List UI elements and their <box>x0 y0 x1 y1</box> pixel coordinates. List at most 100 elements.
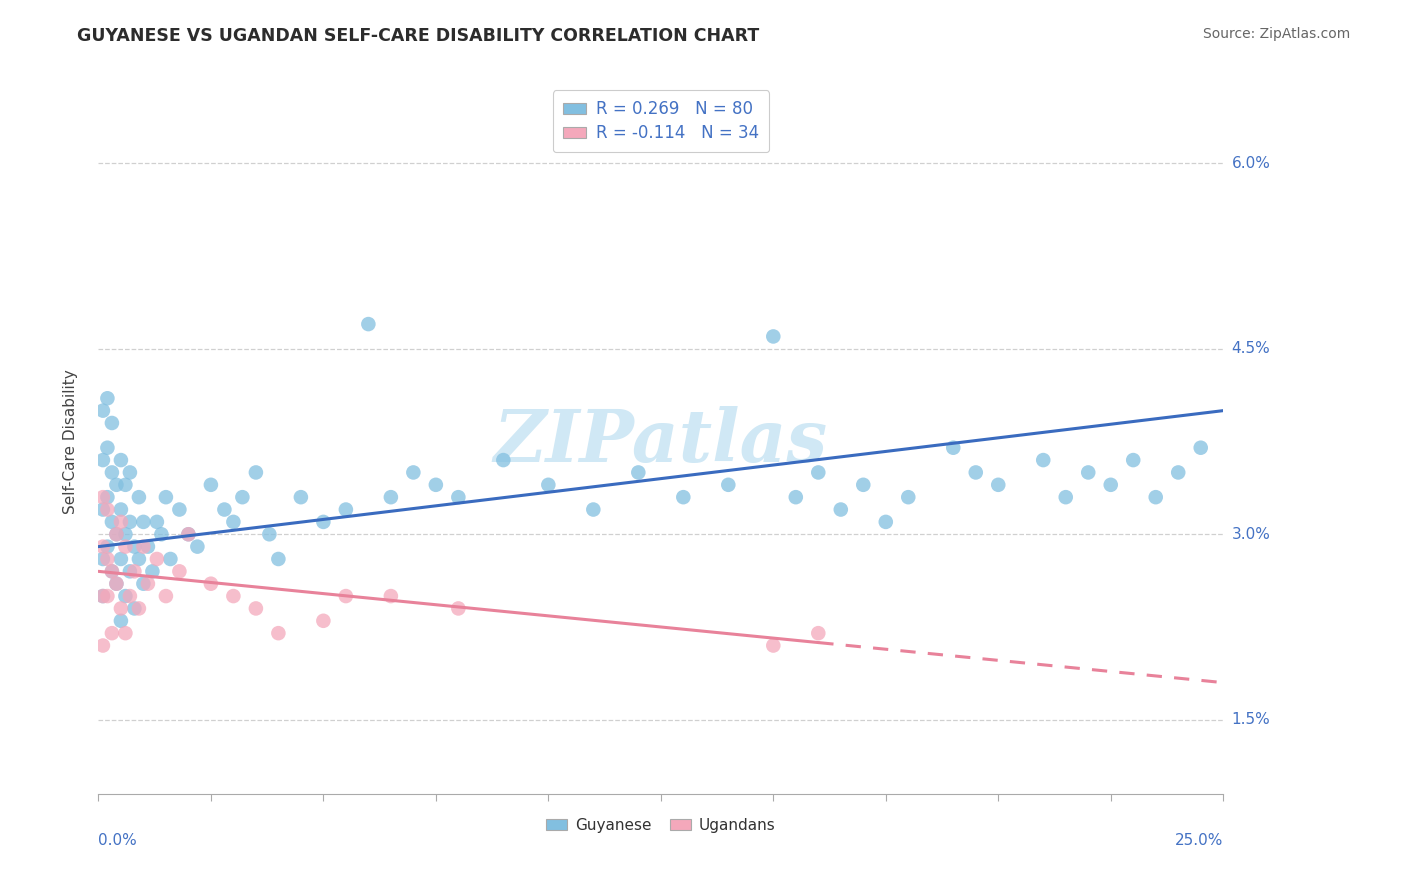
Point <box>807 626 830 640</box>
Point <box>91 639 114 653</box>
Point <box>128 552 150 566</box>
Point <box>380 490 402 504</box>
Text: GUYANESE VS UGANDAN SELF-CARE DISABILITY CORRELATION CHART: GUYANESE VS UGANDAN SELF-CARE DISABILITY… <box>77 27 759 45</box>
Point <box>537 478 560 492</box>
Point <box>101 515 124 529</box>
Point <box>114 478 136 492</box>
Text: 25.0%: 25.0% <box>1175 833 1223 847</box>
Point <box>200 478 222 492</box>
Point <box>96 552 118 566</box>
Point <box>762 329 785 343</box>
Point <box>91 403 114 417</box>
Point <box>155 589 177 603</box>
Point <box>1099 478 1122 492</box>
Point <box>1144 490 1167 504</box>
Point <box>118 515 141 529</box>
Point <box>110 502 132 516</box>
Point <box>105 527 128 541</box>
Point <box>124 540 146 554</box>
Point <box>110 552 132 566</box>
Point <box>91 490 114 504</box>
Point <box>267 552 290 566</box>
Point <box>105 576 128 591</box>
Point <box>91 589 114 603</box>
Point <box>447 490 470 504</box>
Point <box>114 626 136 640</box>
Text: 1.5%: 1.5% <box>1232 712 1270 727</box>
Point <box>852 478 875 492</box>
Point <box>1167 466 1189 480</box>
Text: 3.0%: 3.0% <box>1232 527 1271 541</box>
Point <box>91 589 114 603</box>
Point <box>1032 453 1054 467</box>
Point <box>96 502 118 516</box>
Text: 4.5%: 4.5% <box>1232 342 1270 356</box>
Point <box>110 453 132 467</box>
Point <box>96 391 118 405</box>
Point <box>1189 441 1212 455</box>
Point <box>132 576 155 591</box>
Point <box>380 589 402 603</box>
Legend: Guyanese, Ugandans: Guyanese, Ugandans <box>540 812 782 839</box>
Point <box>965 466 987 480</box>
Point <box>987 478 1010 492</box>
Point <box>124 565 146 579</box>
Text: Source: ZipAtlas.com: Source: ZipAtlas.com <box>1202 27 1350 41</box>
Point <box>807 466 830 480</box>
Point <box>132 540 155 554</box>
Point <box>118 565 141 579</box>
Point <box>335 589 357 603</box>
Point <box>101 466 124 480</box>
Point <box>222 589 245 603</box>
Point <box>146 552 169 566</box>
Point <box>942 441 965 455</box>
Point <box>150 527 173 541</box>
Point <box>245 466 267 480</box>
Point <box>114 527 136 541</box>
Point <box>231 490 253 504</box>
Point <box>118 589 141 603</box>
Point <box>105 527 128 541</box>
Text: 6.0%: 6.0% <box>1232 156 1271 171</box>
Point <box>830 502 852 516</box>
Point <box>672 490 695 504</box>
Point <box>222 515 245 529</box>
Point <box>200 576 222 591</box>
Point <box>136 576 159 591</box>
Point <box>762 639 785 653</box>
Point <box>118 466 141 480</box>
Point <box>717 478 740 492</box>
Point <box>312 515 335 529</box>
Point <box>155 490 177 504</box>
Point <box>159 552 181 566</box>
Point <box>402 466 425 480</box>
Point <box>124 601 146 615</box>
Point <box>312 614 335 628</box>
Point <box>132 515 155 529</box>
Point <box>627 466 650 480</box>
Point <box>582 502 605 516</box>
Text: ZIPatlas: ZIPatlas <box>494 406 828 477</box>
Point <box>177 527 200 541</box>
Point <box>110 601 132 615</box>
Point <box>186 540 208 554</box>
Point <box>492 453 515 467</box>
Y-axis label: Self-Care Disability: Self-Care Disability <box>63 369 77 514</box>
Point <box>785 490 807 504</box>
Point <box>96 490 118 504</box>
Point <box>101 565 124 579</box>
Point <box>141 565 163 579</box>
Point <box>177 527 200 541</box>
Point <box>101 416 124 430</box>
Point <box>91 502 114 516</box>
Point <box>91 453 114 467</box>
Point <box>96 540 118 554</box>
Point <box>96 441 118 455</box>
Point <box>1122 453 1144 467</box>
Point <box>1077 466 1099 480</box>
Point <box>110 614 132 628</box>
Point <box>169 502 191 516</box>
Point <box>114 589 136 603</box>
Point <box>357 317 380 331</box>
Point <box>105 576 128 591</box>
